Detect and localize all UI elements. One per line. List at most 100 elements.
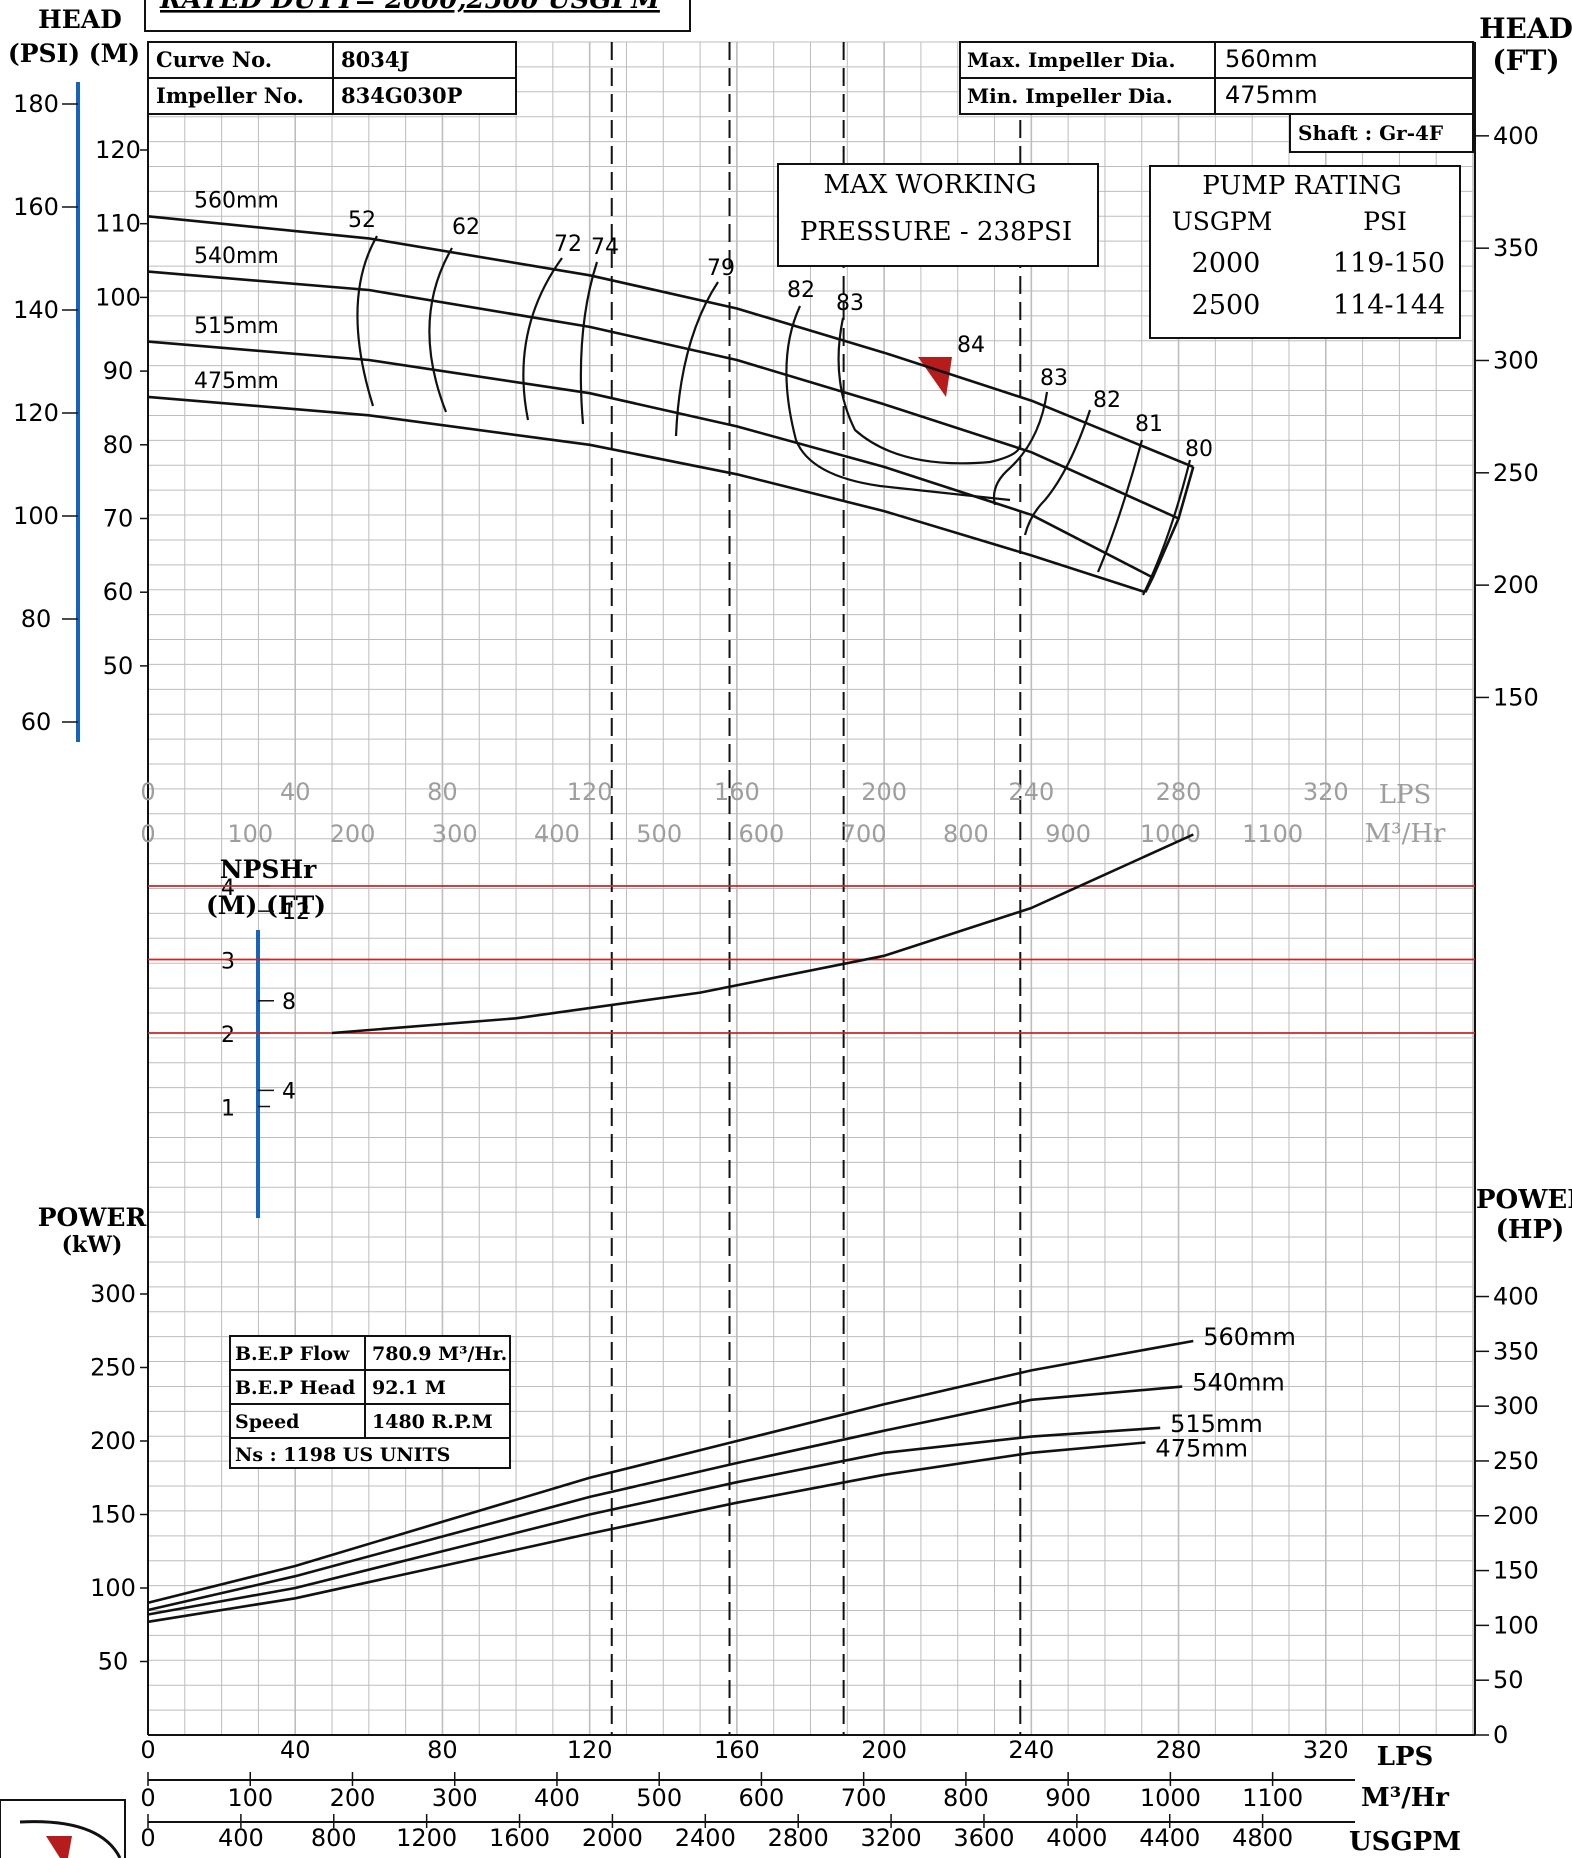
usgpm-tick-label: 2400 <box>675 1824 736 1852</box>
lps-tick-label: 0 <box>140 1736 155 1764</box>
head-curve-label: 560mm <box>194 188 279 213</box>
head-curve-540mm <box>147 270 1180 520</box>
pump-rating-title: PUMP RATING <box>1202 171 1401 201</box>
eff-label-62: 62 <box>452 215 480 240</box>
eff-contour-83-left <box>837 317 1022 465</box>
power-hp-tick-label: 400 <box>1493 1283 1539 1311</box>
eff-contour-52 <box>356 235 378 407</box>
m3hr-tick-label: 600 <box>739 1784 785 1812</box>
npsh-curve <box>331 833 1194 1035</box>
mid-m3hr-label: 200 <box>330 820 376 848</box>
m3hr-tick-label: 700 <box>841 1784 887 1812</box>
mid-m3hr-label: 400 <box>534 820 580 848</box>
head-title-right: HEAD <box>1479 12 1572 45</box>
power-units-left: (kW) <box>62 1232 123 1258</box>
head-m-tick-label: 110 <box>95 210 141 238</box>
power-curve-540mm <box>147 1385 1183 1612</box>
head-curve-label: 515mm <box>194 314 279 339</box>
head-ft-tick-label: 400 <box>1493 122 1539 150</box>
power-hp-tick-label: 350 <box>1493 1337 1539 1365</box>
eff-contour-82-right <box>1023 409 1092 536</box>
head-units-left: (PSI) (M) <box>8 39 140 68</box>
psi-tick-label: 80 <box>21 605 52 633</box>
head-m-tick-label: 70 <box>103 505 134 533</box>
npsh-ft-tick-label: 12 <box>282 900 310 925</box>
company-logo <box>0 1799 126 1858</box>
head-m-tick-label: 100 <box>95 283 141 311</box>
bep-head-label: B.E.P Head <box>235 1377 355 1399</box>
bep-head-value: 92.1 M <box>372 1377 446 1399</box>
bep-flow-value: 780.9 M³/Hr. <box>372 1343 507 1365</box>
usgpm-tick-label: 4800 <box>1232 1824 1293 1852</box>
mid-m3hr-label: 600 <box>739 820 785 848</box>
m3hr-tick-label: 300 <box>432 1784 478 1812</box>
m3hr-tick-label: 500 <box>636 1784 682 1812</box>
axes: 1801601401201008060120110100908070605040… <box>13 82 1539 1857</box>
npsh-m-tick-label: 2 <box>221 1023 235 1048</box>
psi-tick-label: 140 <box>13 296 59 324</box>
psi-tick-label: 160 <box>13 193 59 221</box>
m3hr-tick-label: 1100 <box>1242 1784 1303 1812</box>
power-kw-tick-label: 50 <box>98 1648 129 1676</box>
head-ft-tick-label: 200 <box>1493 571 1539 599</box>
head-units-right: (FT) <box>1492 44 1559 77</box>
power-hp-tick-label: 300 <box>1493 1392 1539 1420</box>
max-dia-label: Max. Impeller Dia. <box>967 48 1175 72</box>
power-kw-tick-label: 100 <box>90 1574 136 1602</box>
power-hp-tick-label: 100 <box>1493 1611 1539 1639</box>
npsh-ft-tick-label: 4 <box>282 1079 296 1104</box>
npsh-m-tick-label: 1 <box>221 1097 235 1122</box>
power-units-right: (HP) <box>1496 1215 1565 1245</box>
efficiency-contours <box>356 235 1192 596</box>
max-working-pressure-box: MAX WORKING PRESSURE - 238PSI <box>777 163 1099 267</box>
impeller-dia-table: Max. Impeller Dia. 560mm Min. Impeller D… <box>959 41 1474 153</box>
lps-tick-label: 120 <box>567 1736 613 1764</box>
head-curve-label: 540mm <box>194 244 279 269</box>
mid-lps-label: 160 <box>714 778 760 806</box>
impeller-no-label: Impeller No. <box>156 83 304 108</box>
eff-contour-74 <box>579 261 599 425</box>
head-m-tick-label: 60 <box>103 578 134 606</box>
head-m-tick-label: 50 <box>103 652 134 680</box>
psi-tick-label: 60 <box>21 708 52 736</box>
mid-m3hr-label: 700 <box>841 820 887 848</box>
head-curve-515mm <box>147 340 1154 579</box>
min-dia-label: Min. Impeller Dia. <box>967 84 1173 108</box>
power-curve-label: 475mm <box>1155 1434 1248 1462</box>
power-curve-515mm <box>147 1426 1161 1616</box>
usgpm-tick-label: 800 <box>311 1824 357 1852</box>
head-m-tick-label: 90 <box>103 357 134 385</box>
shaft-label: Shaft : Gr-4F <box>1298 121 1443 145</box>
max-working-line2: PRESSURE - 238PSI <box>800 217 1072 247</box>
mid-lps-label: 240 <box>1008 778 1054 806</box>
head-ft-tick-label: 250 <box>1493 459 1539 487</box>
curve-no-value: 8034J <box>341 47 409 72</box>
power-kw-tick-label: 300 <box>90 1280 136 1308</box>
rated-duty-box <box>144 0 691 32</box>
mid-lps-label: 280 <box>1156 778 1202 806</box>
max-dia-value: 560mm <box>1225 45 1318 73</box>
eff-label-83: 83 <box>836 291 864 316</box>
usgpm-tick-label: 1600 <box>489 1824 550 1852</box>
eff-label-80: 80 <box>1185 437 1213 462</box>
lps-tick-label: 40 <box>280 1736 311 1764</box>
m3hr-axis-label: M³/Hr <box>1361 1783 1449 1813</box>
power-hp-tick-label: 0 <box>1493 1721 1508 1749</box>
m3hr-tick-label: 900 <box>1045 1784 1091 1812</box>
mid-lps-label: 120 <box>567 778 613 806</box>
usgpm-tick-label: 3600 <box>953 1824 1014 1852</box>
power-hp-tick-label: 50 <box>1493 1666 1524 1694</box>
pump-rating-flow-1: 2000 <box>1192 248 1261 279</box>
power-hp-tick-label: 150 <box>1493 1557 1539 1585</box>
power-curve-label: 515mm <box>1170 1410 1263 1438</box>
lps-axis-label: LPS <box>1377 1742 1434 1772</box>
eff-contour-81 <box>1096 439 1144 573</box>
power-title-left: POWER <box>38 1203 147 1232</box>
npsh-units: (M) (FT) <box>206 891 326 920</box>
npsh-m-tick-label: 4 <box>221 876 235 901</box>
usgpm-tick-label: 0 <box>140 1824 155 1852</box>
mid-lps-label: 0 <box>140 778 155 806</box>
mid-lps-label: 40 <box>280 778 311 806</box>
